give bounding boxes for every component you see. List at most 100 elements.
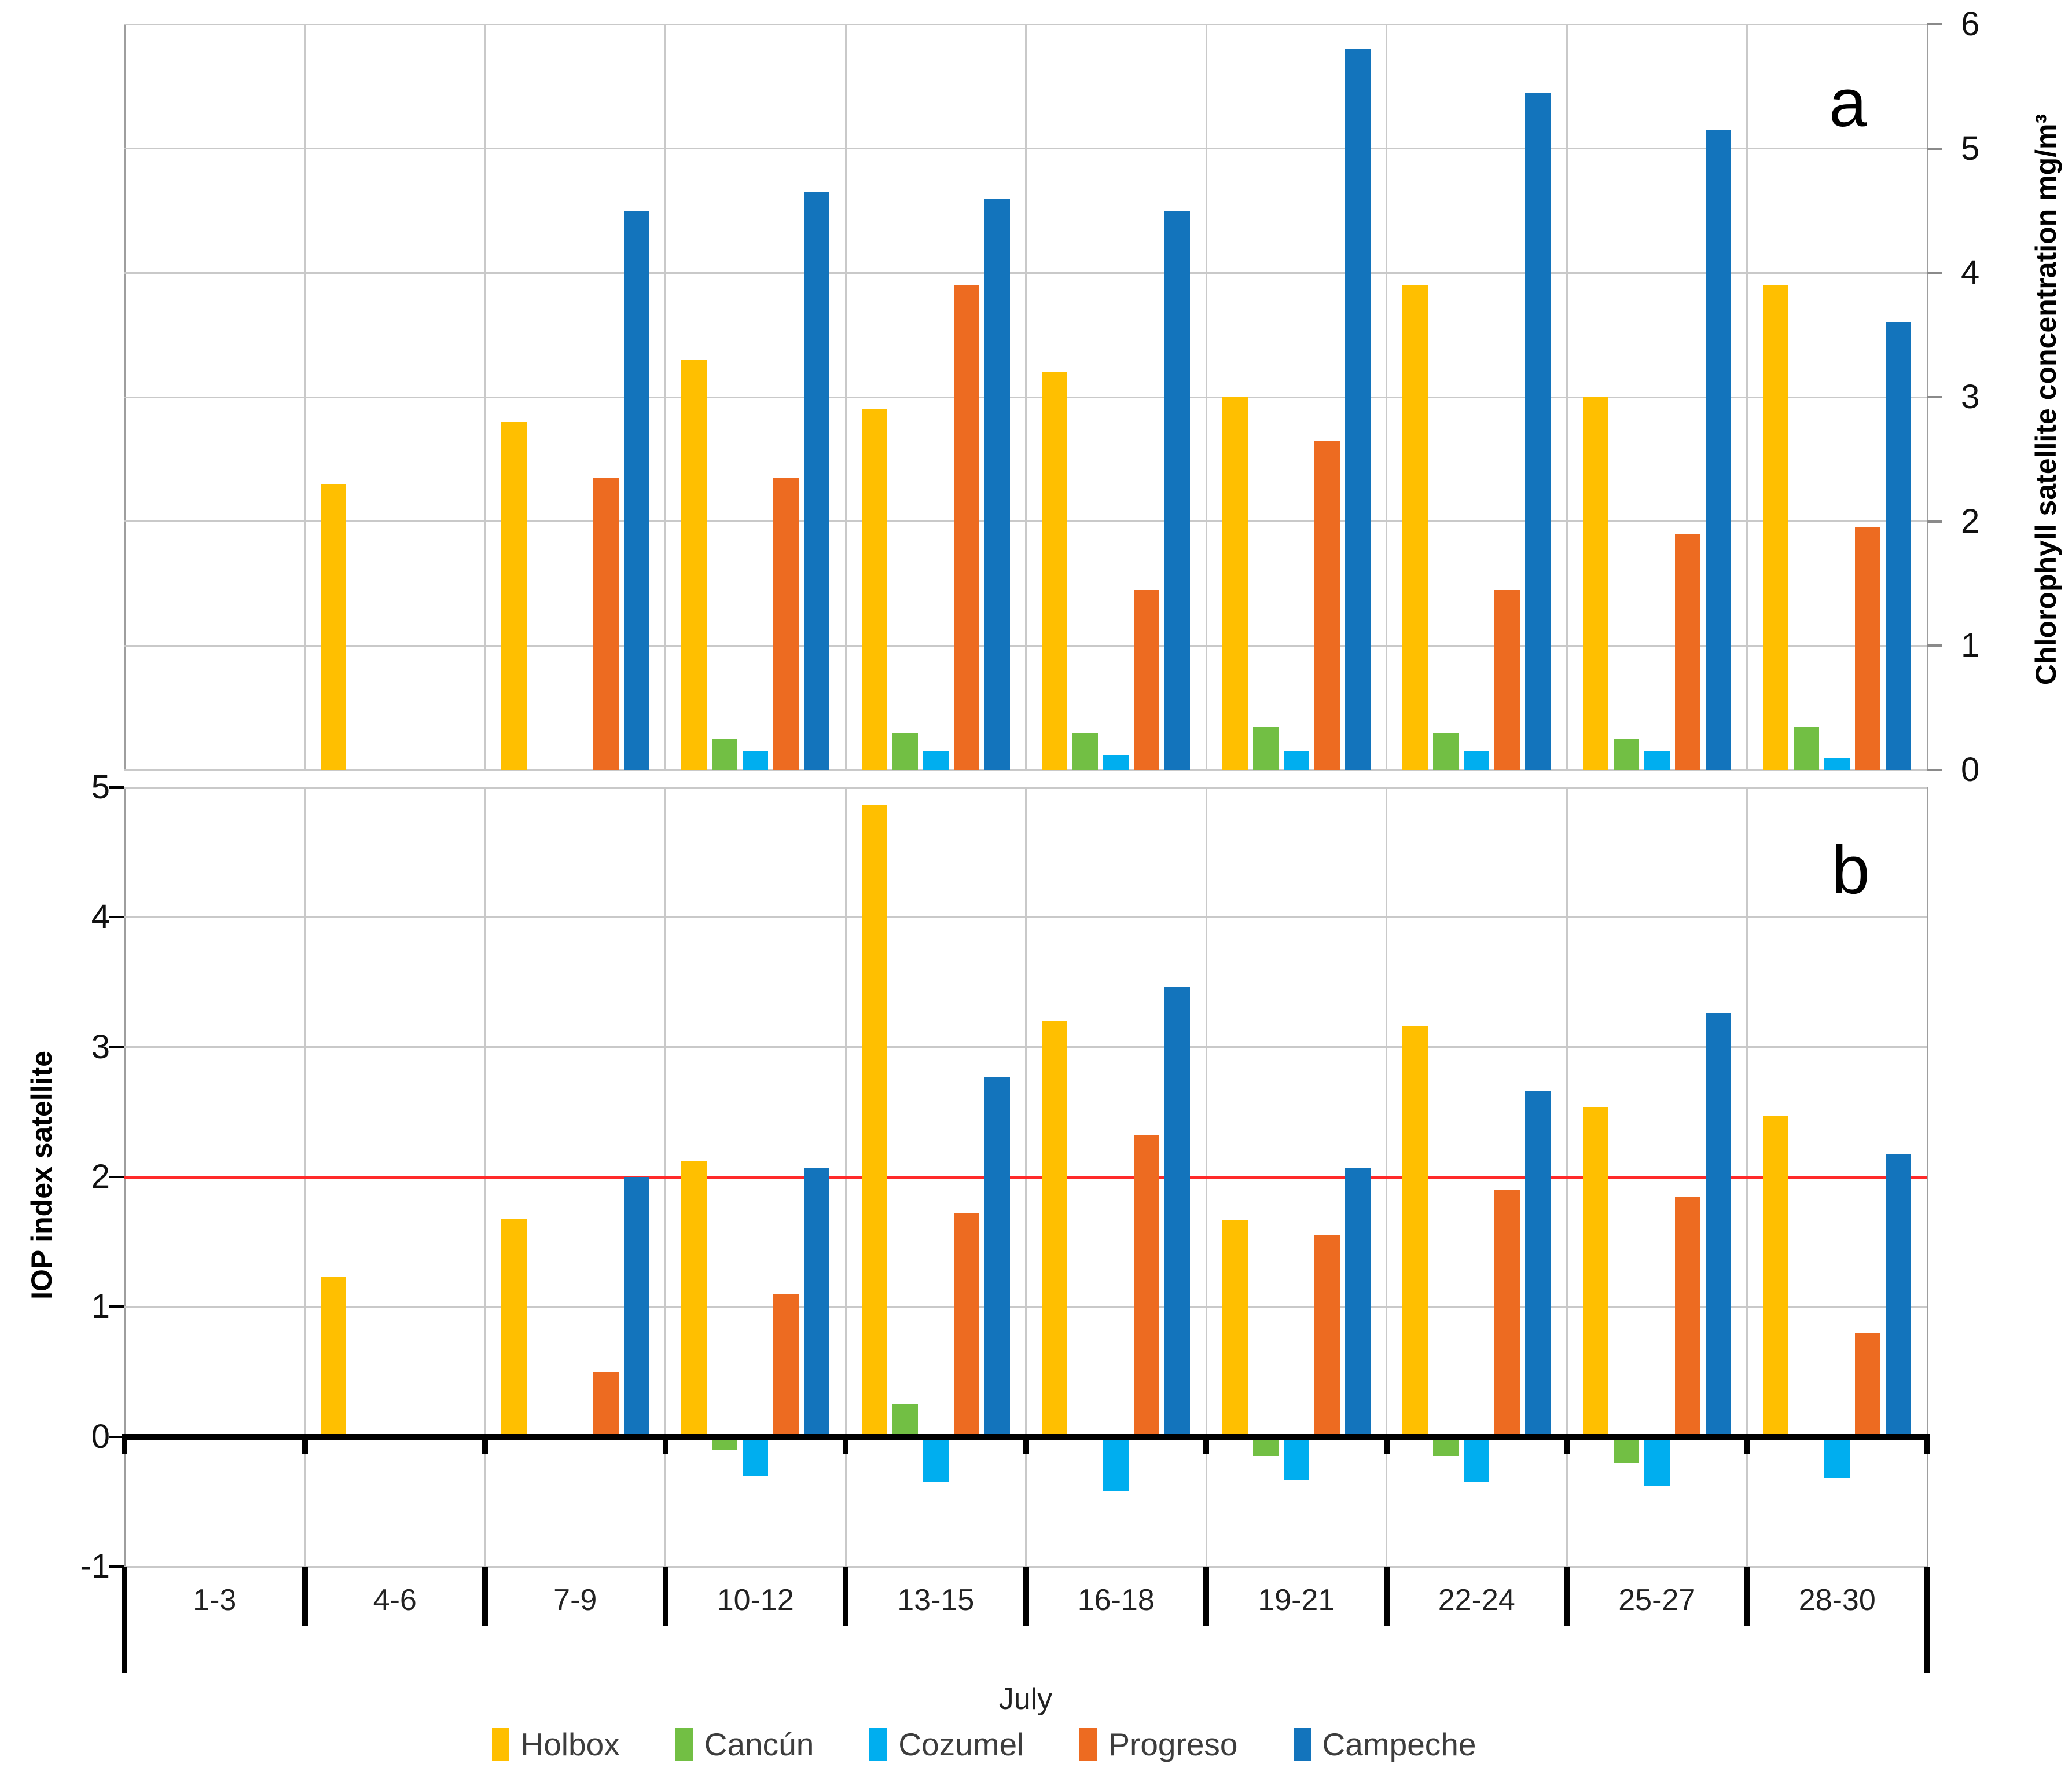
- bar-cancún-10-12: [712, 1436, 738, 1450]
- gridline-h: [124, 23, 1927, 25]
- panel-a-label: a: [1829, 65, 1867, 141]
- y-axis-tick: [1927, 272, 1942, 274]
- bar-holbox-4-6: [321, 1277, 347, 1437]
- gridline-h: [124, 786, 1927, 789]
- bar-campeche-25-27: [1705, 1013, 1731, 1437]
- x-tick-label: 25-27: [1618, 1583, 1696, 1617]
- zero-axis-tick: [1744, 1433, 1750, 1454]
- bar-cancún-16-18: [1072, 732, 1099, 770]
- y-tick-label: -1: [80, 1547, 110, 1585]
- bar-cancún-25-27: [1613, 1436, 1639, 1463]
- bar-holbox-28-30: [1763, 285, 1789, 770]
- bar-cozumel-22-24: [1464, 751, 1490, 770]
- bar-holbox-10-12: [681, 360, 707, 770]
- bar-progreso-19-21: [1314, 441, 1340, 770]
- bar-progreso-10-12: [773, 478, 799, 770]
- bar-progreso-28-30: [1855, 1333, 1881, 1437]
- legend-item-holbox: Holbox: [491, 1728, 620, 1761]
- category-separator-tick: [1924, 1567, 1930, 1673]
- bar-campeche-7-9: [623, 211, 649, 770]
- bar-campeche-7-9: [623, 1177, 649, 1437]
- zero-axis-tick: [1383, 1433, 1390, 1454]
- bar-progreso-16-18: [1134, 1135, 1160, 1437]
- bar-cozumel-13-15: [923, 1436, 949, 1483]
- bar-holbox-13-15: [861, 805, 887, 1437]
- zero-axis-tick: [302, 1433, 308, 1454]
- campeche-swatch-icon: [1293, 1728, 1311, 1761]
- bar-holbox-25-27: [1582, 397, 1608, 770]
- y-axis-tick: [109, 1305, 124, 1308]
- bar-holbox-19-21: [1222, 397, 1248, 770]
- bar-progreso-7-9: [593, 478, 619, 770]
- category-separator-tick: [662, 1567, 668, 1626]
- bar-progreso-16-18: [1134, 589, 1160, 770]
- bar-progreso-19-21: [1314, 1235, 1340, 1437]
- bar-cozumel-19-21: [1283, 751, 1309, 770]
- y-tick-label: 4: [1961, 254, 1980, 292]
- bar-holbox-7-9: [501, 421, 527, 770]
- y-axis-tick: [1927, 520, 1942, 523]
- y-axis-tick: [109, 1176, 124, 1178]
- gridline-h: [124, 272, 1927, 274]
- bar-holbox-22-24: [1402, 285, 1428, 770]
- legend-item-cozumel: Cozumel: [869, 1728, 1024, 1761]
- category-separator-tick: [1023, 1567, 1029, 1626]
- y-tick-label: 1: [1961, 626, 1980, 665]
- bar-progreso-22-24: [1494, 1190, 1520, 1437]
- bar-cancún-10-12: [712, 739, 738, 770]
- bar-cancún-28-30: [1794, 726, 1820, 770]
- bar-cozumel-19-21: [1283, 1436, 1309, 1480]
- x-tick-label: 7-9: [553, 1583, 597, 1617]
- x-tick-label: 13-15: [897, 1583, 975, 1617]
- x-tick-label: 10-12: [717, 1583, 794, 1617]
- y-axis-tick: [1927, 769, 1942, 771]
- bar-cozumel-22-24: [1464, 1436, 1490, 1483]
- zero-axis-tick: [1023, 1433, 1029, 1454]
- x-tick-label: 28-30: [1798, 1583, 1876, 1617]
- gridline-h: [124, 396, 1927, 398]
- progreso-swatch-icon: [1079, 1728, 1097, 1761]
- bar-campeche-16-18: [1164, 211, 1191, 770]
- bar-campeche-22-24: [1525, 93, 1551, 770]
- y-axis-tick: [109, 916, 124, 919]
- bar-cancún-19-21: [1252, 726, 1279, 770]
- bar-campeche-19-21: [1344, 49, 1371, 770]
- gridline-h: [124, 916, 1927, 918]
- cozumel-swatch-icon: [869, 1728, 887, 1761]
- bar-cozumel-10-12: [743, 1436, 769, 1476]
- category-separator-tick: [302, 1567, 308, 1626]
- bar-cancún-13-15: [892, 732, 918, 770]
- bar-campeche-25-27: [1705, 130, 1731, 770]
- bar-progreso-22-24: [1494, 589, 1520, 770]
- y-axis-tick: [1927, 147, 1942, 150]
- legend-label: Progreso: [1108, 1726, 1238, 1762]
- y-tick-label: 4: [91, 898, 110, 936]
- y-tick-label: 3: [1961, 378, 1980, 416]
- y-tick-label: 3: [91, 1028, 110, 1066]
- legend: Holbox Cancún Cozumel Progreso Campeche: [0, 1718, 1968, 1770]
- category-separator-tick: [1383, 1567, 1390, 1626]
- y-axis-tick: [1927, 396, 1942, 398]
- gridline-h: [124, 1305, 1927, 1308]
- x-tick-label: 16-18: [1077, 1583, 1155, 1617]
- bar-holbox-22-24: [1402, 1026, 1428, 1437]
- bar-cozumel-16-18: [1103, 1436, 1129, 1491]
- bar-campeche-28-30: [1886, 322, 1912, 770]
- x-tick-label: 22-24: [1438, 1583, 1515, 1617]
- x-axis-title: July: [998, 1682, 1053, 1716]
- bar-campeche-10-12: [804, 1168, 830, 1437]
- bar-campeche-16-18: [1164, 987, 1191, 1437]
- zero-axis-tick: [482, 1433, 488, 1454]
- zero-axis-tick: [1564, 1433, 1570, 1454]
- zero-axis-tick: [1203, 1433, 1209, 1454]
- legend-item-cancun: Cancún: [675, 1728, 814, 1761]
- y-tick-label: 6: [1961, 5, 1980, 43]
- y-axis-tick: [109, 1565, 124, 1568]
- y-tick-label: 5: [91, 768, 110, 806]
- bar-campeche-22-24: [1525, 1091, 1551, 1437]
- bar-progreso-7-9: [593, 1371, 619, 1437]
- bar-progreso-28-30: [1855, 527, 1881, 770]
- y-axis-tick: [109, 786, 124, 789]
- right-y-axis-title: Chlorophyll satellite concentration mg/m…: [2030, 113, 2062, 685]
